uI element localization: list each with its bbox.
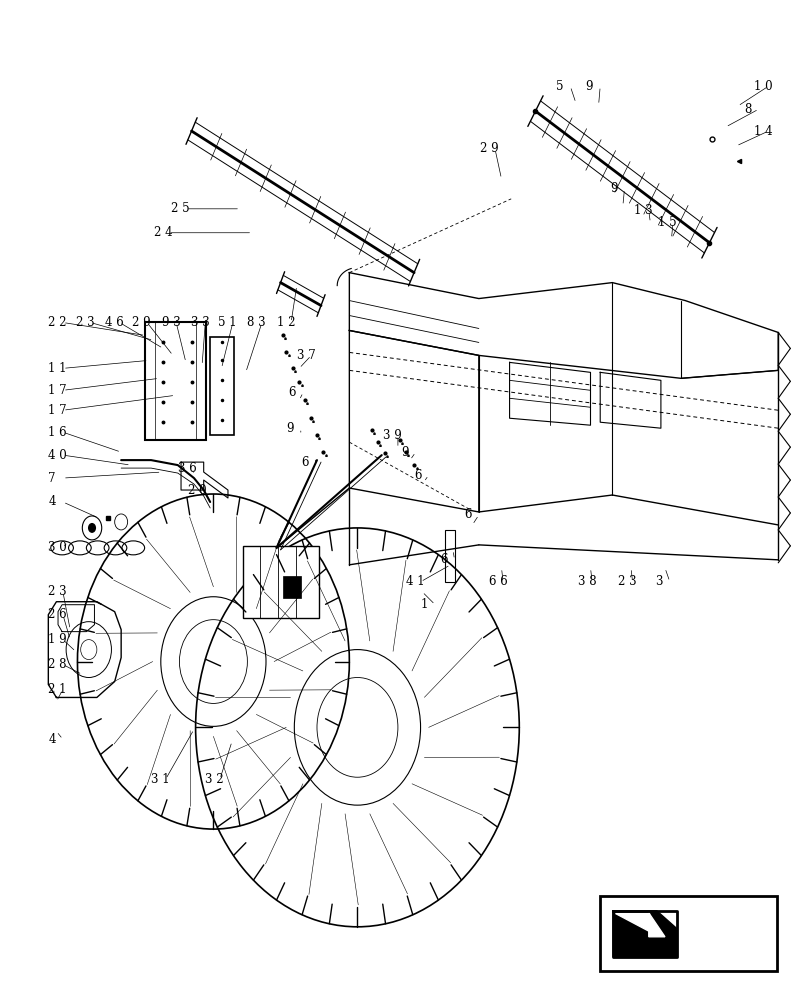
Text: 2 1: 2 1	[49, 683, 67, 696]
Polygon shape	[612, 911, 676, 957]
Text: 4 0: 4 0	[49, 449, 67, 462]
Text: 2 3: 2 3	[617, 575, 636, 588]
Text: 6: 6	[464, 508, 471, 521]
Text: 4: 4	[49, 733, 56, 746]
Text: 3: 3	[654, 575, 662, 588]
Text: 2 5: 2 5	[171, 202, 190, 215]
Text: 3 6: 3 6	[178, 462, 196, 475]
Bar	[444, 530, 454, 582]
Bar	[283, 576, 300, 598]
Text: 9: 9	[286, 422, 294, 435]
Text: 5: 5	[555, 80, 563, 93]
Text: 6: 6	[300, 456, 308, 469]
Text: 2 2: 2 2	[49, 316, 67, 329]
Bar	[242, 546, 319, 618]
Text: 6: 6	[440, 553, 447, 566]
Text: 2 9: 2 9	[132, 316, 151, 329]
Text: 1 9: 1 9	[49, 633, 67, 646]
Text: 9: 9	[585, 80, 592, 93]
Text: 6: 6	[414, 469, 421, 482]
Text: 5 1: 5 1	[218, 316, 237, 329]
Text: 2 0: 2 0	[187, 484, 206, 497]
Text: 1 7: 1 7	[49, 384, 67, 397]
Bar	[599, 896, 775, 971]
Text: 6: 6	[288, 386, 296, 399]
Text: 2 4: 2 4	[153, 226, 172, 239]
Text: 9 3: 9 3	[161, 316, 180, 329]
Text: 3 2: 3 2	[205, 773, 224, 786]
Text: 2 8: 2 8	[49, 658, 67, 671]
Text: 3 7: 3 7	[296, 349, 315, 362]
Text: 9: 9	[609, 182, 616, 195]
Text: 2 9: 2 9	[480, 142, 499, 155]
Text: 1 5: 1 5	[658, 216, 676, 229]
Text: 1 7: 1 7	[49, 404, 67, 417]
Text: 3 8: 3 8	[577, 575, 595, 588]
Text: 7: 7	[49, 472, 56, 485]
Text: 1 6: 1 6	[49, 426, 67, 439]
Text: 1 3: 1 3	[633, 204, 652, 217]
Text: 1 2: 1 2	[277, 316, 294, 329]
Text: 1 0: 1 0	[753, 80, 771, 93]
Text: 3 1: 3 1	[151, 773, 169, 786]
Text: 4: 4	[49, 495, 56, 508]
Text: 4 1: 4 1	[406, 575, 424, 588]
Text: 4 6: 4 6	[105, 316, 123, 329]
Text: 2 3: 2 3	[49, 585, 67, 598]
Bar	[210, 337, 234, 435]
Text: 2 3: 2 3	[75, 316, 94, 329]
Polygon shape	[614, 913, 648, 931]
Text: 2 6: 2 6	[49, 608, 67, 621]
Text: 6 6: 6 6	[488, 575, 507, 588]
Text: 9: 9	[401, 446, 408, 459]
Text: 3 0: 3 0	[49, 541, 67, 554]
Text: 1 4: 1 4	[753, 125, 771, 138]
Text: 8 3: 8 3	[247, 316, 266, 329]
Text: 1 1: 1 1	[49, 362, 67, 375]
Text: 3 3: 3 3	[191, 316, 209, 329]
Text: 8: 8	[744, 103, 751, 116]
Text: 1: 1	[420, 598, 427, 611]
Circle shape	[88, 523, 96, 533]
Text: 3 9: 3 9	[383, 429, 401, 442]
Polygon shape	[648, 913, 664, 937]
